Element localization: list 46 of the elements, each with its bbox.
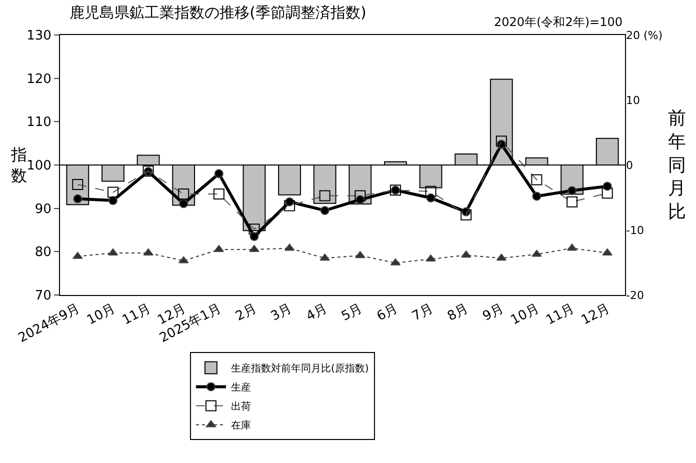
x-tick-label: 9月: [480, 301, 506, 324]
y2-axis-title: 前年同月比: [668, 108, 686, 223]
text: 2020年(令和2年)=100: [494, 15, 622, 29]
x-tick-label: 8月: [445, 301, 472, 324]
point: [355, 251, 366, 258]
y-tick-label: 100: [26, 158, 52, 174]
y2-tick-label: 10: [626, 94, 640, 107]
point: [143, 248, 154, 256]
y-tick-label: 130: [26, 28, 52, 44]
x-tick-label: 10月: [84, 301, 118, 328]
x-tick-label: 12月: [579, 301, 612, 328]
x-tick-label: 3月: [268, 301, 294, 324]
point: [179, 199, 188, 208]
x-tick-label: 6月: [374, 301, 400, 324]
legend-label: 生産: [230, 382, 251, 394]
point: [568, 186, 577, 196]
y2-tick-label: 20 (%): [626, 28, 663, 42]
point: [426, 254, 436, 262]
y-axis-title: 指数: [10, 145, 27, 185]
point: [72, 252, 83, 259]
y-tick-label: 70: [34, 288, 52, 304]
legend-label: 生産指数対前年同月比(原指数): [230, 362, 369, 375]
x-tick-label: 2月: [233, 301, 260, 324]
point: [320, 206, 330, 215]
x-tick-label: 11月: [544, 301, 577, 328]
y-tick-label: 110: [26, 115, 52, 130]
y-tick-label: 80: [34, 245, 52, 260]
y2-tick-label: -10: [626, 224, 644, 237]
y-tick-label: 120: [26, 72, 52, 87]
point: [320, 254, 330, 261]
legend-label: 出荷: [230, 400, 251, 413]
point: [602, 248, 612, 256]
y2-tick-label: -20: [626, 288, 644, 302]
x-tick-label: 10月: [508, 301, 542, 328]
chart-title: 鹿児島県鉱工業指数の推移(季節調整済指数): [70, 3, 366, 22]
x-tick-label: 7月: [410, 301, 436, 324]
y2-tick-label: 0: [626, 158, 633, 172]
point: [214, 169, 224, 178]
y-tick-label: 90: [34, 202, 52, 217]
x-tick-label: 11月: [120, 301, 154, 328]
legend-label: 在庫: [230, 420, 251, 432]
x-tick-label: 4月: [304, 301, 330, 324]
point: [73, 194, 82, 204]
point: [532, 250, 542, 257]
point: [532, 192, 542, 201]
x-tick-label: 5月: [339, 301, 366, 324]
